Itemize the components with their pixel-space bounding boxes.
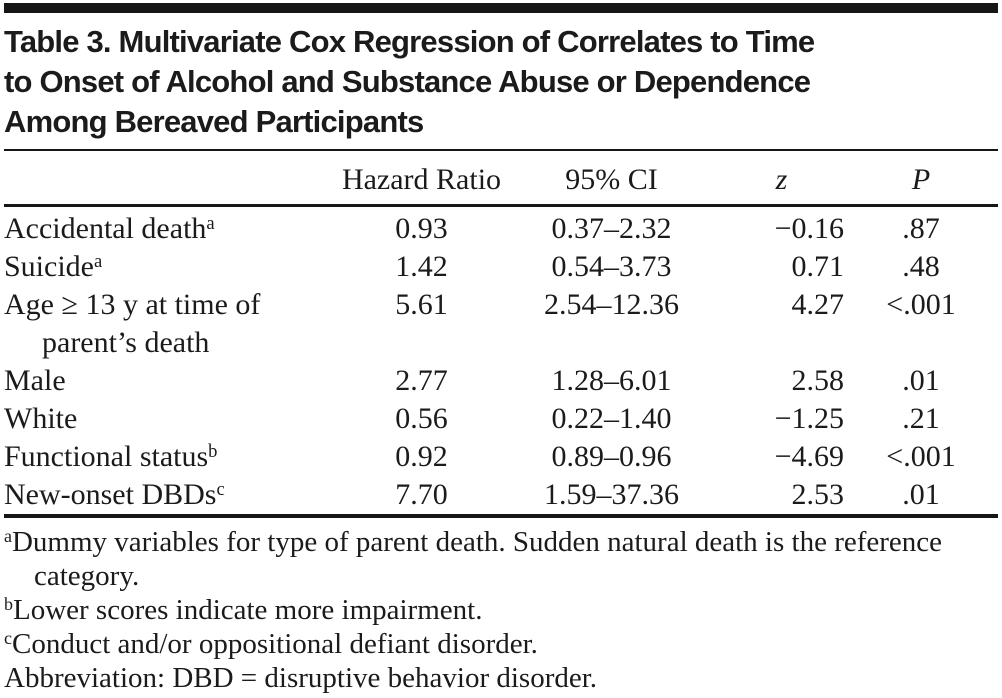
z-value: 0.71 bbox=[791, 250, 845, 283]
hazard-ratio-value: 7.70 bbox=[395, 478, 448, 511]
table-row: Male 2.77 1.28–6.01 2.58 .01 bbox=[4, 362, 998, 400]
table-bottom-rule bbox=[4, 514, 998, 518]
table-row: White 0.56 0.22–1.40 −1.25 .21 bbox=[4, 400, 998, 438]
hazard-ratio-value: 0.92 bbox=[395, 440, 448, 473]
header-row: Hazard Ratio 95% CI z P bbox=[4, 151, 998, 207]
ci-value: 0.89–0.96 bbox=[551, 440, 672, 473]
z-value: −0.16 bbox=[774, 212, 844, 245]
footnote-a-marker: a bbox=[4, 526, 12, 547]
row-label-continuation: parent’s death bbox=[42, 326, 210, 359]
row-label-text: Age ≥ 13 y at time of bbox=[4, 288, 261, 321]
row-label: New-onset DBDsc bbox=[4, 476, 339, 514]
table-row: Functional statusb 0.92 0.89–0.96 −4.69 … bbox=[4, 438, 998, 476]
footnote-c: cConduct and/or oppositional defiant dis… bbox=[4, 627, 998, 661]
top-rule bbox=[4, 3, 998, 13]
row-label: Accidental deatha bbox=[4, 206, 339, 249]
table-row: New-onset DBDsc 7.70 1.59–37.36 2.53 .01 bbox=[4, 476, 998, 514]
p-value: .01 bbox=[902, 364, 940, 397]
p-header-label: P bbox=[911, 163, 931, 196]
footnote-c-marker: c bbox=[4, 628, 12, 649]
row-label: Male bbox=[4, 362, 339, 400]
hazard-ratio-value: 1.42 bbox=[395, 250, 448, 283]
footnote-b-marker: b bbox=[4, 594, 13, 615]
footnotes: aDummy variables for type of parent deat… bbox=[4, 525, 998, 695]
table-row: Accidental deatha 0.93 0.37–2.32 −0.16 .… bbox=[4, 206, 998, 249]
table-row: Suicidea 1.42 0.54–3.73 0.71 .48 bbox=[4, 248, 998, 286]
row-label: Functional statusb bbox=[4, 438, 339, 476]
row-label: White bbox=[4, 400, 339, 438]
table-title-line-2: to Onset of Alcohol and Substance Abuse … bbox=[4, 64, 811, 99]
ci-value: 0.37–2.32 bbox=[551, 212, 672, 245]
footnote-marker: c bbox=[216, 478, 225, 500]
row-label: Age ≥ 13 y at time of parent’s death bbox=[4, 286, 339, 362]
table-title-line-3: Among Bereaved Participants bbox=[4, 104, 424, 139]
footnote-b-text: Lower scores indicate more impairment. bbox=[12, 594, 483, 626]
cox-regression-table: Hazard Ratio 95% CI z P Accidental death… bbox=[4, 151, 998, 514]
row-label: Suicidea bbox=[4, 248, 339, 286]
ci-value: 0.54–3.73 bbox=[551, 250, 672, 283]
title-rule bbox=[4, 149, 998, 151]
footnote-a-text: Dummy variables for type of parent death… bbox=[11, 526, 943, 592]
row-label-text: Functional status bbox=[4, 440, 209, 473]
z-value: 4.27 bbox=[791, 288, 845, 321]
footnote-a: aDummy variables for type of parent deat… bbox=[4, 525, 998, 593]
table-row: Age ≥ 13 y at time of parent’s death 5.61… bbox=[4, 286, 998, 362]
column-header-hazard-ratio: Hazard Ratio bbox=[339, 151, 504, 207]
footnote-c-text: Conduct and/or oppositional defiant diso… bbox=[11, 628, 538, 660]
z-value: −4.69 bbox=[774, 440, 844, 473]
hazard-ratio-value: 2.77 bbox=[395, 364, 448, 397]
p-value: .87 bbox=[902, 212, 940, 245]
p-value: <.001 bbox=[886, 288, 956, 321]
footnote-marker: a bbox=[94, 250, 103, 272]
table-title-line-1: Table 3. Multivariate Cox Regression of … bbox=[4, 24, 815, 59]
footnote-b: bLower scores indicate more impairment. bbox=[4, 593, 998, 627]
row-label-text: New-onset DBDs bbox=[4, 478, 217, 511]
row-label-text: Male bbox=[4, 364, 66, 397]
z-value: 2.53 bbox=[791, 478, 845, 511]
ci-value: 1.28–6.01 bbox=[551, 364, 672, 397]
row-label-text: Suicide bbox=[4, 250, 94, 283]
column-header-stub bbox=[4, 151, 339, 207]
hazard-ratio-value: 0.93 bbox=[395, 212, 448, 245]
table-title: Table 3. Multivariate Cox Regression of … bbox=[0, 13, 1002, 149]
p-value: .21 bbox=[902, 402, 940, 435]
z-value: −1.25 bbox=[774, 402, 844, 435]
footnote-marker: b bbox=[208, 440, 218, 462]
footnote-marker: a bbox=[206, 212, 215, 234]
row-label-text: Accidental death bbox=[4, 212, 207, 245]
p-value: .01 bbox=[902, 478, 940, 511]
ci-value: 1.59–37.36 bbox=[544, 478, 679, 511]
column-header-ci: 95% CI bbox=[504, 151, 719, 207]
z-header-label: z bbox=[775, 163, 788, 196]
z-value: 2.58 bbox=[791, 364, 845, 397]
column-header-z: z bbox=[719, 151, 844, 207]
p-value: <.001 bbox=[886, 440, 956, 473]
abbreviation-note: Abbreviation: DBD = disruptive behavior … bbox=[4, 661, 998, 695]
hazard-ratio-value: 0.56 bbox=[395, 402, 448, 435]
hazard-ratio-value: 5.61 bbox=[395, 288, 448, 321]
column-header-p: P bbox=[844, 151, 998, 207]
row-label-text: White bbox=[4, 402, 78, 435]
ci-value: 0.22–1.40 bbox=[551, 402, 672, 435]
abbreviation-note-text: Abbreviation: DBD = disruptive behavior … bbox=[4, 662, 598, 694]
p-value: .48 bbox=[902, 250, 940, 283]
ci-value: 2.54–12.36 bbox=[544, 288, 679, 321]
